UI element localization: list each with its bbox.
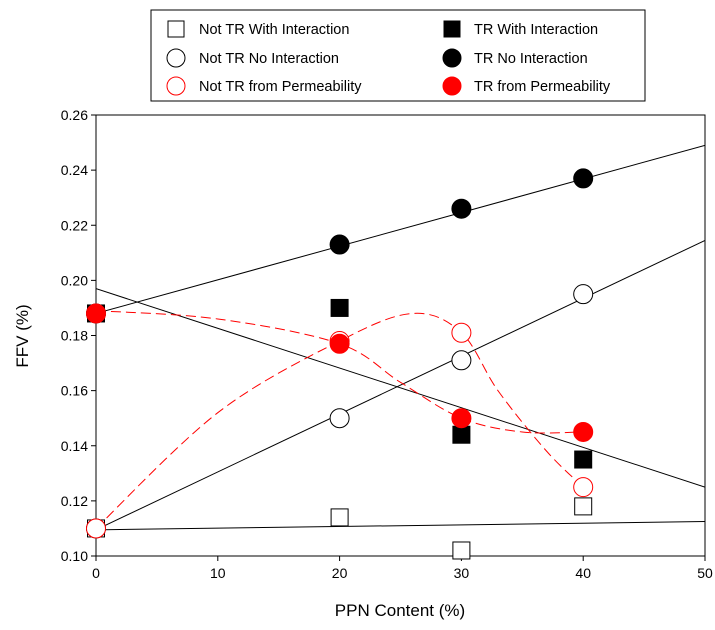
legend-label: TR from Permeability	[474, 79, 611, 95]
data-point	[451, 350, 472, 371]
data-markers	[86, 168, 594, 560]
data-point	[573, 284, 594, 305]
axes: 0 10 20 30 40 50 0.10 0.12 0.14 0.16 0.18 0.20 0.22 0…	[61, 107, 713, 581]
fit-line	[96, 521, 705, 531]
legend-label: Not TR from Permeability	[199, 79, 362, 95]
legend-marker	[166, 48, 186, 68]
data-point	[86, 303, 106, 324]
data-point	[329, 333, 350, 354]
data-point	[451, 408, 472, 429]
y-tick-label: 0.20	[61, 272, 88, 288]
data-point	[574, 450, 593, 469]
legend-label: Not TR No Interaction	[199, 51, 339, 67]
y-tick-label: 0.18	[61, 328, 88, 344]
legend-label: Not TR With Interaction	[199, 22, 349, 38]
permeability-curve	[96, 310, 584, 434]
data-point	[452, 425, 471, 444]
data-point	[574, 497, 593, 516]
legend-label: TR With Interaction	[474, 22, 598, 38]
x-tick-label: 0	[92, 565, 100, 581]
y-tick-label: 0.14	[61, 438, 88, 454]
x-tick-label: 20	[332, 565, 348, 581]
x-tick-label: 10	[210, 565, 226, 581]
y-tick-label: 0.12	[61, 493, 88, 509]
y-tick-label: 0.24	[61, 162, 88, 178]
data-point	[330, 298, 349, 317]
data-point	[573, 168, 594, 189]
legend-marker	[442, 76, 462, 96]
y-tick-label: 0.26	[61, 107, 88, 123]
fit-lines	[96, 144, 705, 531]
data-point	[329, 408, 350, 429]
data-point	[330, 508, 349, 527]
y-tick-label: 0.16	[61, 383, 88, 399]
data-point	[573, 477, 594, 498]
legend-box	[150, 9, 646, 102]
plot-frame	[95, 114, 706, 557]
fit-line	[96, 144, 705, 314]
data-point	[573, 421, 594, 442]
x-axis-title: PPN Content (%)	[335, 601, 465, 620]
legend-marker	[166, 76, 186, 96]
data-point	[329, 234, 350, 255]
legend-marker	[167, 20, 185, 38]
legend-label: TR No Interaction	[474, 51, 588, 67]
y-tick-label: 0.22	[61, 217, 88, 233]
legend-marker	[443, 20, 461, 38]
data-point	[451, 198, 472, 219]
legend: Not TR With Interaction Not TR No Interac…	[150, 9, 646, 102]
y-axis-title: FFV (%)	[13, 304, 32, 367]
data-point	[451, 322, 472, 343]
data-point	[452, 541, 471, 560]
x-tick-label: 50	[697, 565, 713, 581]
data-point	[86, 518, 106, 539]
legend-marker	[442, 48, 462, 68]
x-tick-label: 40	[575, 565, 591, 581]
y-tick-label: 0.10	[61, 548, 88, 564]
fit-line	[96, 288, 705, 488]
fit-line	[96, 239, 705, 531]
x-tick-label: 30	[454, 565, 470, 581]
